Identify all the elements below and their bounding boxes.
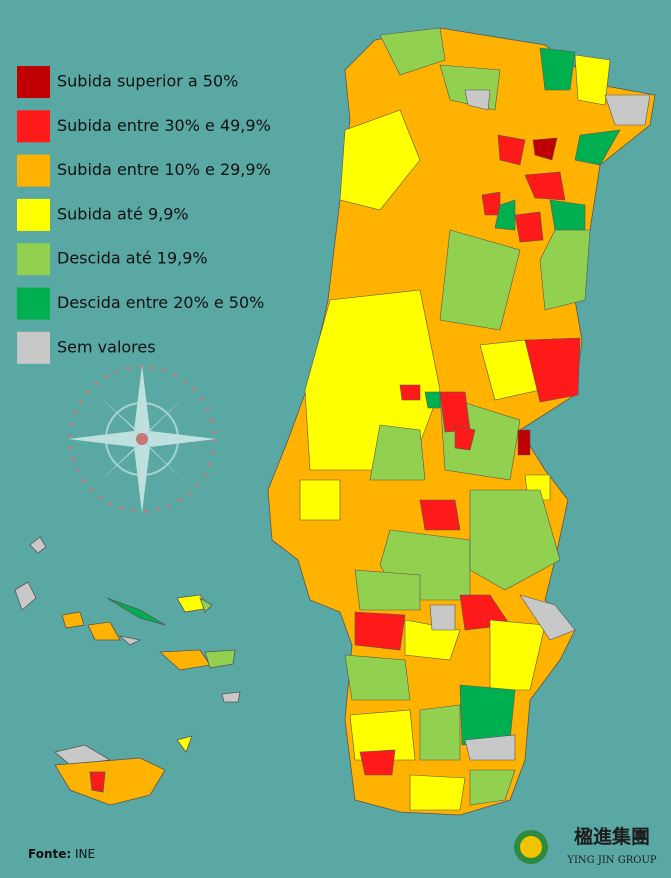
island [89,771,106,793]
legend-label: Subida até 9,9% [57,204,189,223]
municipality-group [497,134,526,166]
island [54,757,166,806]
municipality-group [524,337,581,403]
municipality-group [519,594,576,641]
legend-swatch [17,154,50,187]
municipality-group [439,229,521,331]
legend-swatch [17,243,50,276]
municipality-group [469,489,561,591]
municipality-group [454,424,476,451]
legend-swatch [17,287,50,320]
municipality-group [379,27,446,76]
municipality-group [464,89,491,111]
municipality-group [481,191,501,216]
municipality-group [532,137,558,161]
map-regions [14,27,656,816]
legend-label: Subida entre 30% e 49,9% [57,116,271,135]
municipality-group [359,749,396,776]
legend-swatch [17,198,50,231]
municipality-group [494,199,516,231]
municipality-group [339,109,421,211]
island [106,597,166,626]
municipality-group [469,769,516,806]
island [176,735,193,753]
island [159,649,211,671]
municipality-group [354,569,421,611]
legend-label: Descida até 19,9% [57,249,208,268]
logo-english: YING JIN GROUP [566,855,657,866]
island [61,611,85,629]
source: Fonte: INE [28,847,95,861]
municipality-group [549,199,586,231]
municipality-group [539,229,591,311]
legend-label: Sem valores [57,337,156,356]
municipality-group [574,54,611,106]
logo-icon [520,836,542,858]
island [54,744,112,766]
island [14,581,37,611]
island [199,597,213,613]
legend-swatch [17,331,50,364]
municipality-group [299,479,341,521]
legend-swatch [17,110,50,143]
municipality-group [369,424,426,481]
municipality-group [429,604,456,631]
island [29,536,47,554]
municipality-group [489,619,546,691]
municipality-group [399,384,421,401]
island [221,691,241,703]
municipality-group [464,734,516,761]
compass-rose [68,365,216,513]
municipality-group [424,391,441,409]
municipality-group [524,171,566,201]
legend-swatch [17,66,50,98]
island [118,635,142,646]
municipality-group [604,94,651,126]
municipality-group [514,211,544,243]
municipality-group [419,499,461,531]
island [204,649,236,669]
municipality-group [344,654,411,701]
municipality-group [539,47,576,91]
legend-label: Subida entre 10% e 29,9% [57,160,271,179]
logo-chinese: 楹進集團 [574,825,650,848]
legend-label: Descida entre 20% e 50% [57,293,264,312]
municipality-group [354,611,406,651]
legend-label: Subida superior a 50% [57,72,238,91]
municipality-group [409,774,466,811]
municipality-group [349,709,416,761]
municipality-group [574,129,621,166]
island [87,621,121,641]
municipality-group [419,704,461,761]
municipality-group [517,429,531,456]
